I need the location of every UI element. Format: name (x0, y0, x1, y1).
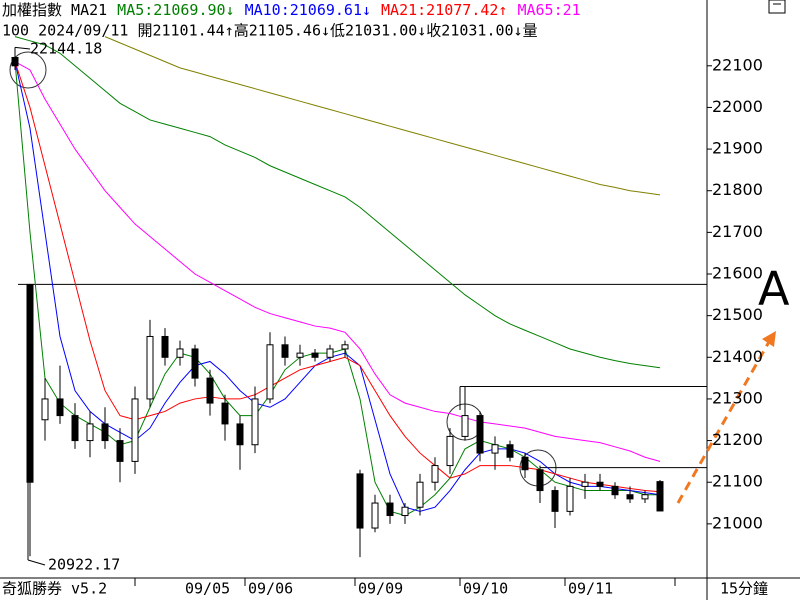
candle-body (446, 435, 454, 467)
annotation: A (758, 262, 790, 316)
candle-body (116, 440, 124, 462)
legend-name: MA5 (117, 1, 144, 19)
y-tick-label: 21200 (712, 430, 763, 449)
low-label: 20922.17 (48, 556, 120, 574)
candle-body (146, 335, 154, 400)
candle-body (491, 444, 499, 454)
candle-body (326, 348, 334, 358)
legend-value: :21069.90↓ (144, 1, 234, 19)
legend-entry: MA5:21069.90↓ (117, 1, 234, 19)
y-tick-label: 21400 (712, 347, 763, 366)
low-pointer (27, 559, 46, 566)
footer: 奇狐勝券 v5.2 (2, 580, 107, 598)
high-pointer (14, 46, 31, 50)
x-tick-label: 09/11 (568, 580, 613, 598)
ma-line (14, 36, 661, 369)
legend-name: MA21 (381, 1, 417, 19)
candle-body (86, 423, 94, 442)
candle-body (161, 335, 169, 358)
candle-body (356, 473, 364, 529)
candle-body (386, 502, 394, 517)
y-tick-label: 22000 (712, 97, 763, 116)
chart-subtitle: MA21 (71, 1, 107, 19)
candle-body (611, 485, 619, 496)
candle-body (71, 415, 79, 442)
candle-body (476, 415, 484, 454)
candle-body (191, 348, 199, 379)
candle-body (416, 481, 424, 508)
x-tick-label: 09/09 (358, 580, 403, 598)
candle-body (131, 398, 139, 462)
y-tick-label: 22100 (712, 55, 763, 74)
candle-body (176, 348, 184, 358)
candle-body (506, 444, 514, 458)
legend-value: :21077.42↑ (417, 1, 507, 19)
chart-title: 加權指數 (2, 1, 62, 19)
candle-body (536, 469, 544, 492)
candle-body (581, 481, 589, 487)
ma-line (14, 61, 661, 462)
highlight-circle (9, 51, 47, 89)
candle-body (641, 494, 649, 500)
candle-body (236, 423, 244, 446)
candle-body (656, 481, 664, 512)
candle-body (26, 283, 34, 483)
candle-body (461, 415, 469, 437)
ma-line (14, 61, 661, 493)
y-tick-label: 21600 (712, 264, 763, 283)
candle-body (431, 465, 439, 483)
candle-body (281, 344, 289, 358)
window-button[interactable] (768, 0, 786, 14)
candle-body (371, 502, 379, 529)
y-tick-label: 21700 (712, 222, 763, 241)
x-tick-label: 09/05 (185, 580, 230, 598)
candle-body (56, 398, 64, 417)
arrow-head (762, 331, 776, 347)
x-tick-label: 09/06 (248, 580, 293, 598)
legend: 加權指數 MA21 MA5:21069.90↓ MA10:21069.61↓ MA21… (2, 1, 581, 19)
y-tick-label: 21500 (712, 305, 763, 324)
candle-body (251, 398, 259, 446)
candle-body (566, 485, 574, 512)
candle-body (101, 423, 109, 442)
ma-line (104, 36, 661, 196)
period: 15分鐘 (720, 580, 768, 598)
info-line: 100 2024/09/11 開21101.44↑高21105.46↓低2103… (2, 22, 538, 40)
candle-body (206, 377, 214, 404)
candle-body (401, 506, 409, 517)
legend-entry: MA10:21069.61↓ (245, 1, 371, 19)
candle-body (551, 490, 559, 512)
candle-body (521, 456, 529, 471)
y-tick-label: 21800 (712, 180, 763, 199)
legend-value: :21069.61↓ (281, 1, 371, 19)
candle-body (11, 56, 19, 67)
legend-entry: MA65:21 (517, 1, 580, 19)
y-tick-label: 21000 (712, 513, 763, 532)
legend-name: MA10 (245, 1, 281, 19)
legend-name: MA65 (517, 1, 553, 19)
x-tick-label: 09/10 (463, 580, 508, 598)
candle-body (626, 494, 634, 500)
ma-line (14, 61, 661, 512)
candle-body (596, 481, 604, 487)
candle-body (296, 352, 304, 358)
candle-body (341, 344, 349, 350)
candle-body (311, 352, 319, 358)
candle-body (41, 398, 49, 421)
y-tick-label: 21900 (712, 139, 763, 158)
high-label: 22144.18 (30, 40, 102, 58)
y-tick-label: 21300 (712, 388, 763, 407)
candle-body (221, 402, 229, 425)
y-tick-label: 21100 (712, 472, 763, 491)
legend-entry: MA21:21077.42↑ (381, 1, 507, 19)
legend-value: :21 (554, 1, 581, 19)
arrow (676, 339, 772, 504)
candle-body (266, 344, 274, 400)
